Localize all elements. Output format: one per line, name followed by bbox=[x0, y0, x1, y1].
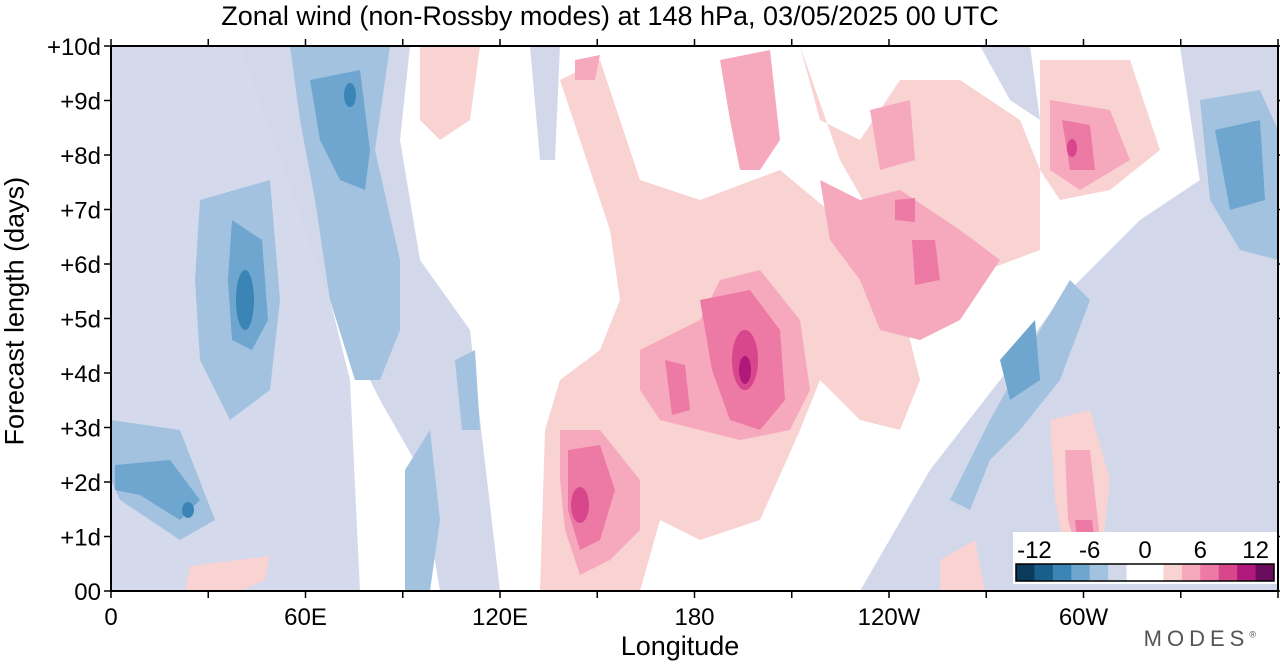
y-tick-label: 00 bbox=[74, 579, 101, 606]
colorbar-swatch bbox=[1218, 564, 1238, 581]
colorbar-swatch bbox=[1126, 564, 1146, 581]
negative-peaks bbox=[182, 83, 356, 518]
colorbar-swatch bbox=[1181, 564, 1201, 581]
y-tick-label: +3d bbox=[60, 416, 101, 443]
y-tick-label: +6d bbox=[60, 252, 101, 279]
y-tick-label: +5d bbox=[60, 307, 101, 334]
modes-logo: MODES® bbox=[1143, 626, 1256, 651]
y-tick-label: +2d bbox=[60, 470, 101, 497]
colorbar-swatch bbox=[1200, 564, 1220, 581]
y-tick-label: +8d bbox=[60, 143, 101, 170]
y-tick-label: +1d bbox=[60, 525, 101, 552]
colorbar-label: 12 bbox=[1242, 537, 1269, 564]
y-tick-label: +7d bbox=[60, 198, 101, 225]
x-tick-label: 180 bbox=[674, 604, 714, 631]
colorbar-swatch bbox=[1034, 564, 1054, 581]
y-tick-label: +10d bbox=[47, 34, 101, 61]
colorbar-swatch bbox=[1145, 564, 1164, 581]
y-tick-label: +4d bbox=[60, 361, 101, 388]
y-axis: 00 +1d +2d +3d +4d +5d +6d +7d +8d +9d +10d bbox=[47, 34, 1280, 606]
colorbar-swatch bbox=[1016, 564, 1035, 581]
x-tick-label: 60E bbox=[284, 604, 327, 631]
chart-title: Zonal wind (non-Rossby modes) at 148 hPa… bbox=[221, 1, 999, 31]
colorbar-swatch bbox=[1052, 564, 1072, 581]
colorbar-label: 6 bbox=[1194, 537, 1207, 564]
colorbar-label: -6 bbox=[1079, 537, 1100, 564]
x-tick-label: 120W bbox=[858, 604, 921, 631]
colorbar-swatch bbox=[1089, 564, 1109, 581]
y-tick-label: +9d bbox=[60, 89, 101, 116]
colorbar: -12 -6 0 6 12 bbox=[1013, 532, 1277, 584]
x-tick-label: 0 bbox=[104, 604, 117, 631]
colorbar-swatch bbox=[1163, 564, 1183, 581]
colorbar-label: -12 bbox=[1017, 537, 1052, 564]
x-tick-label: 120E bbox=[472, 604, 528, 631]
colorbar-frame bbox=[1015, 563, 1275, 582]
x-tick-label: 60W bbox=[1059, 604, 1109, 631]
colorbar-swatch bbox=[1071, 564, 1091, 581]
logo-text: MODES bbox=[1143, 626, 1250, 651]
colorbar-label: 0 bbox=[1138, 537, 1151, 564]
heatmap-field bbox=[111, 46, 1278, 591]
positive-maxima bbox=[739, 356, 751, 384]
colorbar-swatch bbox=[1255, 564, 1275, 581]
x-axis: 0 60E 120E 180 120W 60W bbox=[104, 39, 1279, 631]
x-axis-label: Longitude bbox=[620, 631, 740, 661]
y-axis-label: Forecast length (days) bbox=[0, 176, 30, 446]
colorbar-swatch bbox=[1237, 564, 1257, 581]
colorbar-swatch bbox=[1108, 564, 1128, 581]
